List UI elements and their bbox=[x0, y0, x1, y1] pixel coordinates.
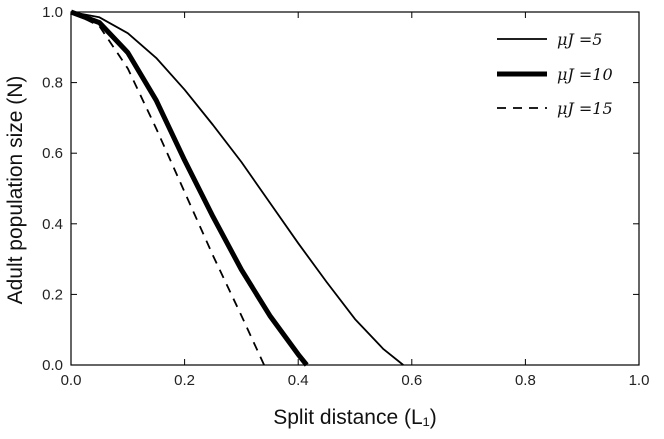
series-line-1 bbox=[70, 11, 404, 366]
series-lines bbox=[70, 9, 404, 367]
x-tick-label: 1.0 bbox=[629, 372, 650, 389]
y-tick-label: 0.6 bbox=[42, 145, 63, 162]
axis-ticks: 0.0 0.2 0.4 0.6 0.8 1.0 0.0 0.2 0.4 0.6 0.8 1.0 bbox=[42, 4, 649, 389]
x-tick-label: 0.4 bbox=[288, 372, 309, 389]
x-tick-label: 0.0 bbox=[61, 372, 82, 389]
series-line-3 bbox=[70, 11, 265, 366]
x-tick-label: 0.8 bbox=[515, 372, 536, 389]
x-tick-label: 0.2 bbox=[174, 372, 195, 389]
x-tick-label: 0.6 bbox=[401, 372, 422, 389]
legend: μJ =5 μJ =10 μJ =15 bbox=[497, 30, 613, 118]
y-axis-title: Adult population size (N) bbox=[4, 76, 27, 305]
y-tick-label: 0.2 bbox=[42, 286, 63, 303]
y-tick-label: 0.0 bbox=[42, 357, 63, 374]
legend-label-1: μJ =5 bbox=[557, 30, 602, 49]
x-axis-title: Split distance (L₁) bbox=[273, 406, 437, 429]
legend-label-3: μJ =15 bbox=[557, 99, 613, 118]
y-tick-label: 0.8 bbox=[42, 75, 63, 92]
y-tick-label: 1.0 bbox=[42, 4, 63, 21]
plot-frame bbox=[70, 11, 640, 366]
legend-label-2: μJ =10 bbox=[557, 65, 613, 84]
series-line-2 bbox=[70, 9, 309, 367]
y-tick-label: 0.4 bbox=[42, 216, 63, 233]
